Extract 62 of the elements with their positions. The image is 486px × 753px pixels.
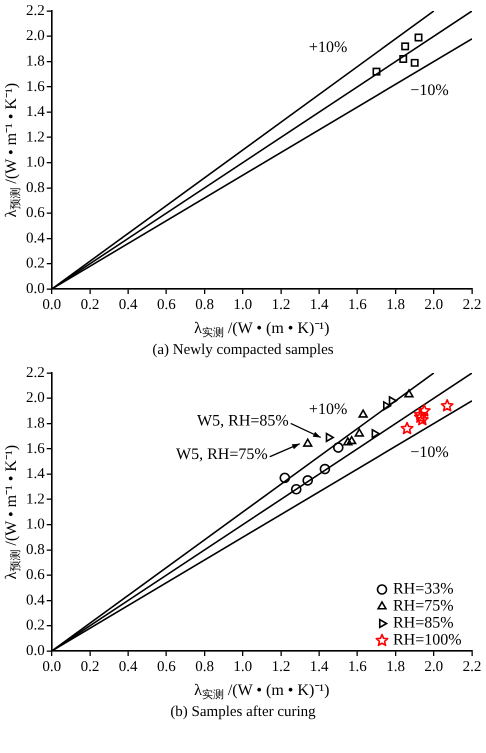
legend-label: RH=85% [393, 614, 454, 632]
x-tick-label: 0.4 [118, 658, 138, 675]
y-tick-label: 1.8 [26, 415, 45, 432]
y-tick-label: 0.6 [26, 205, 46, 222]
y-tick-label: 1.0 [26, 516, 45, 533]
y-tick-label: 0.8 [26, 542, 45, 558]
x-tick-label: 1.4 [310, 296, 330, 313]
y-tick-label: 1.8 [26, 53, 45, 70]
x-tick-label: 2.0 [424, 296, 444, 313]
x-tick-label: 1.8 [386, 296, 405, 313]
series-label: +10% [308, 400, 348, 418]
y-tick-label: 1.2 [26, 129, 45, 146]
y-tick-label: 0.2 [26, 256, 45, 272]
y-axis-title: λ预测 /(W • m⁻¹ • K⁻¹) [3, 444, 22, 580]
x-tick-label: 1.6 [348, 296, 368, 313]
y-tick-label: 1.4 [26, 104, 46, 120]
x-tick-label: 0.2 [80, 658, 100, 675]
y-tick-label: 0.0 [26, 280, 45, 297]
y-tick-label: 2.0 [26, 390, 45, 406]
x-tick-label: 0.0 [42, 296, 62, 313]
series-label: −10% [410, 82, 449, 100]
legend-label: RH=100% [393, 632, 462, 649]
x-tick-label: 0.8 [195, 296, 214, 313]
x-tick-label: 1.2 [272, 296, 290, 313]
y-tick-label: 0.4 [26, 592, 46, 608]
y-tick-label: 1.6 [26, 440, 46, 457]
series-label: −10% [410, 444, 449, 462]
text: (b) Samples after curing [169, 703, 317, 722]
series-label: +10% [308, 38, 348, 56]
x-tick-label: 2.2 [462, 658, 482, 675]
y-tick-label: 0.6 [26, 567, 46, 584]
annotation: W5, RH=85% [197, 412, 289, 430]
x-tick-label: 0.2 [80, 296, 100, 313]
x-tick-label: 1.2 [272, 658, 290, 675]
y-tick-label: 1.2 [26, 491, 45, 508]
x-tick-label: 0.6 [156, 658, 176, 675]
x-tick-label: 0.8 [195, 658, 214, 675]
y-tick-label: 1.4 [26, 466, 46, 482]
x-tick-label: 1.8 [386, 658, 405, 675]
y-tick-label: 2.0 [26, 28, 45, 44]
x-tick-label: 1.0 [233, 296, 252, 313]
y-tick-label: 1.6 [26, 78, 46, 95]
y-tick-label: 0.4 [26, 230, 46, 246]
x-tick-label: 1.4 [310, 658, 330, 675]
y-tick-label: 0.2 [26, 618, 45, 634]
legend-label: RH=75% [393, 598, 454, 615]
x-tick-label: 0.0 [42, 658, 62, 675]
x-tick-label: 1.6 [348, 658, 368, 675]
annotation: W5, RH=75% [176, 446, 268, 463]
y-tick-label: 0.8 [26, 180, 45, 196]
text: (a) Newly compacted samples [151, 341, 335, 360]
y-tick-label: 1.0 [26, 154, 45, 171]
legend-label: RH=33% [393, 580, 454, 598]
x-tick-label: 2.0 [424, 658, 444, 675]
x-tick-label: 0.4 [118, 296, 138, 313]
x-tick-label: 1.0 [233, 658, 252, 675]
y-axis-title: λ预测 /(W • m⁻¹ • K⁻¹) [3, 82, 22, 218]
x-tick-label: 0.6 [156, 296, 176, 313]
x-tick-label: 2.2 [462, 296, 482, 313]
y-tick-label: 2.2 [26, 364, 45, 381]
y-tick-label: 0.0 [26, 642, 45, 659]
y-tick-label: 2.2 [26, 2, 45, 19]
